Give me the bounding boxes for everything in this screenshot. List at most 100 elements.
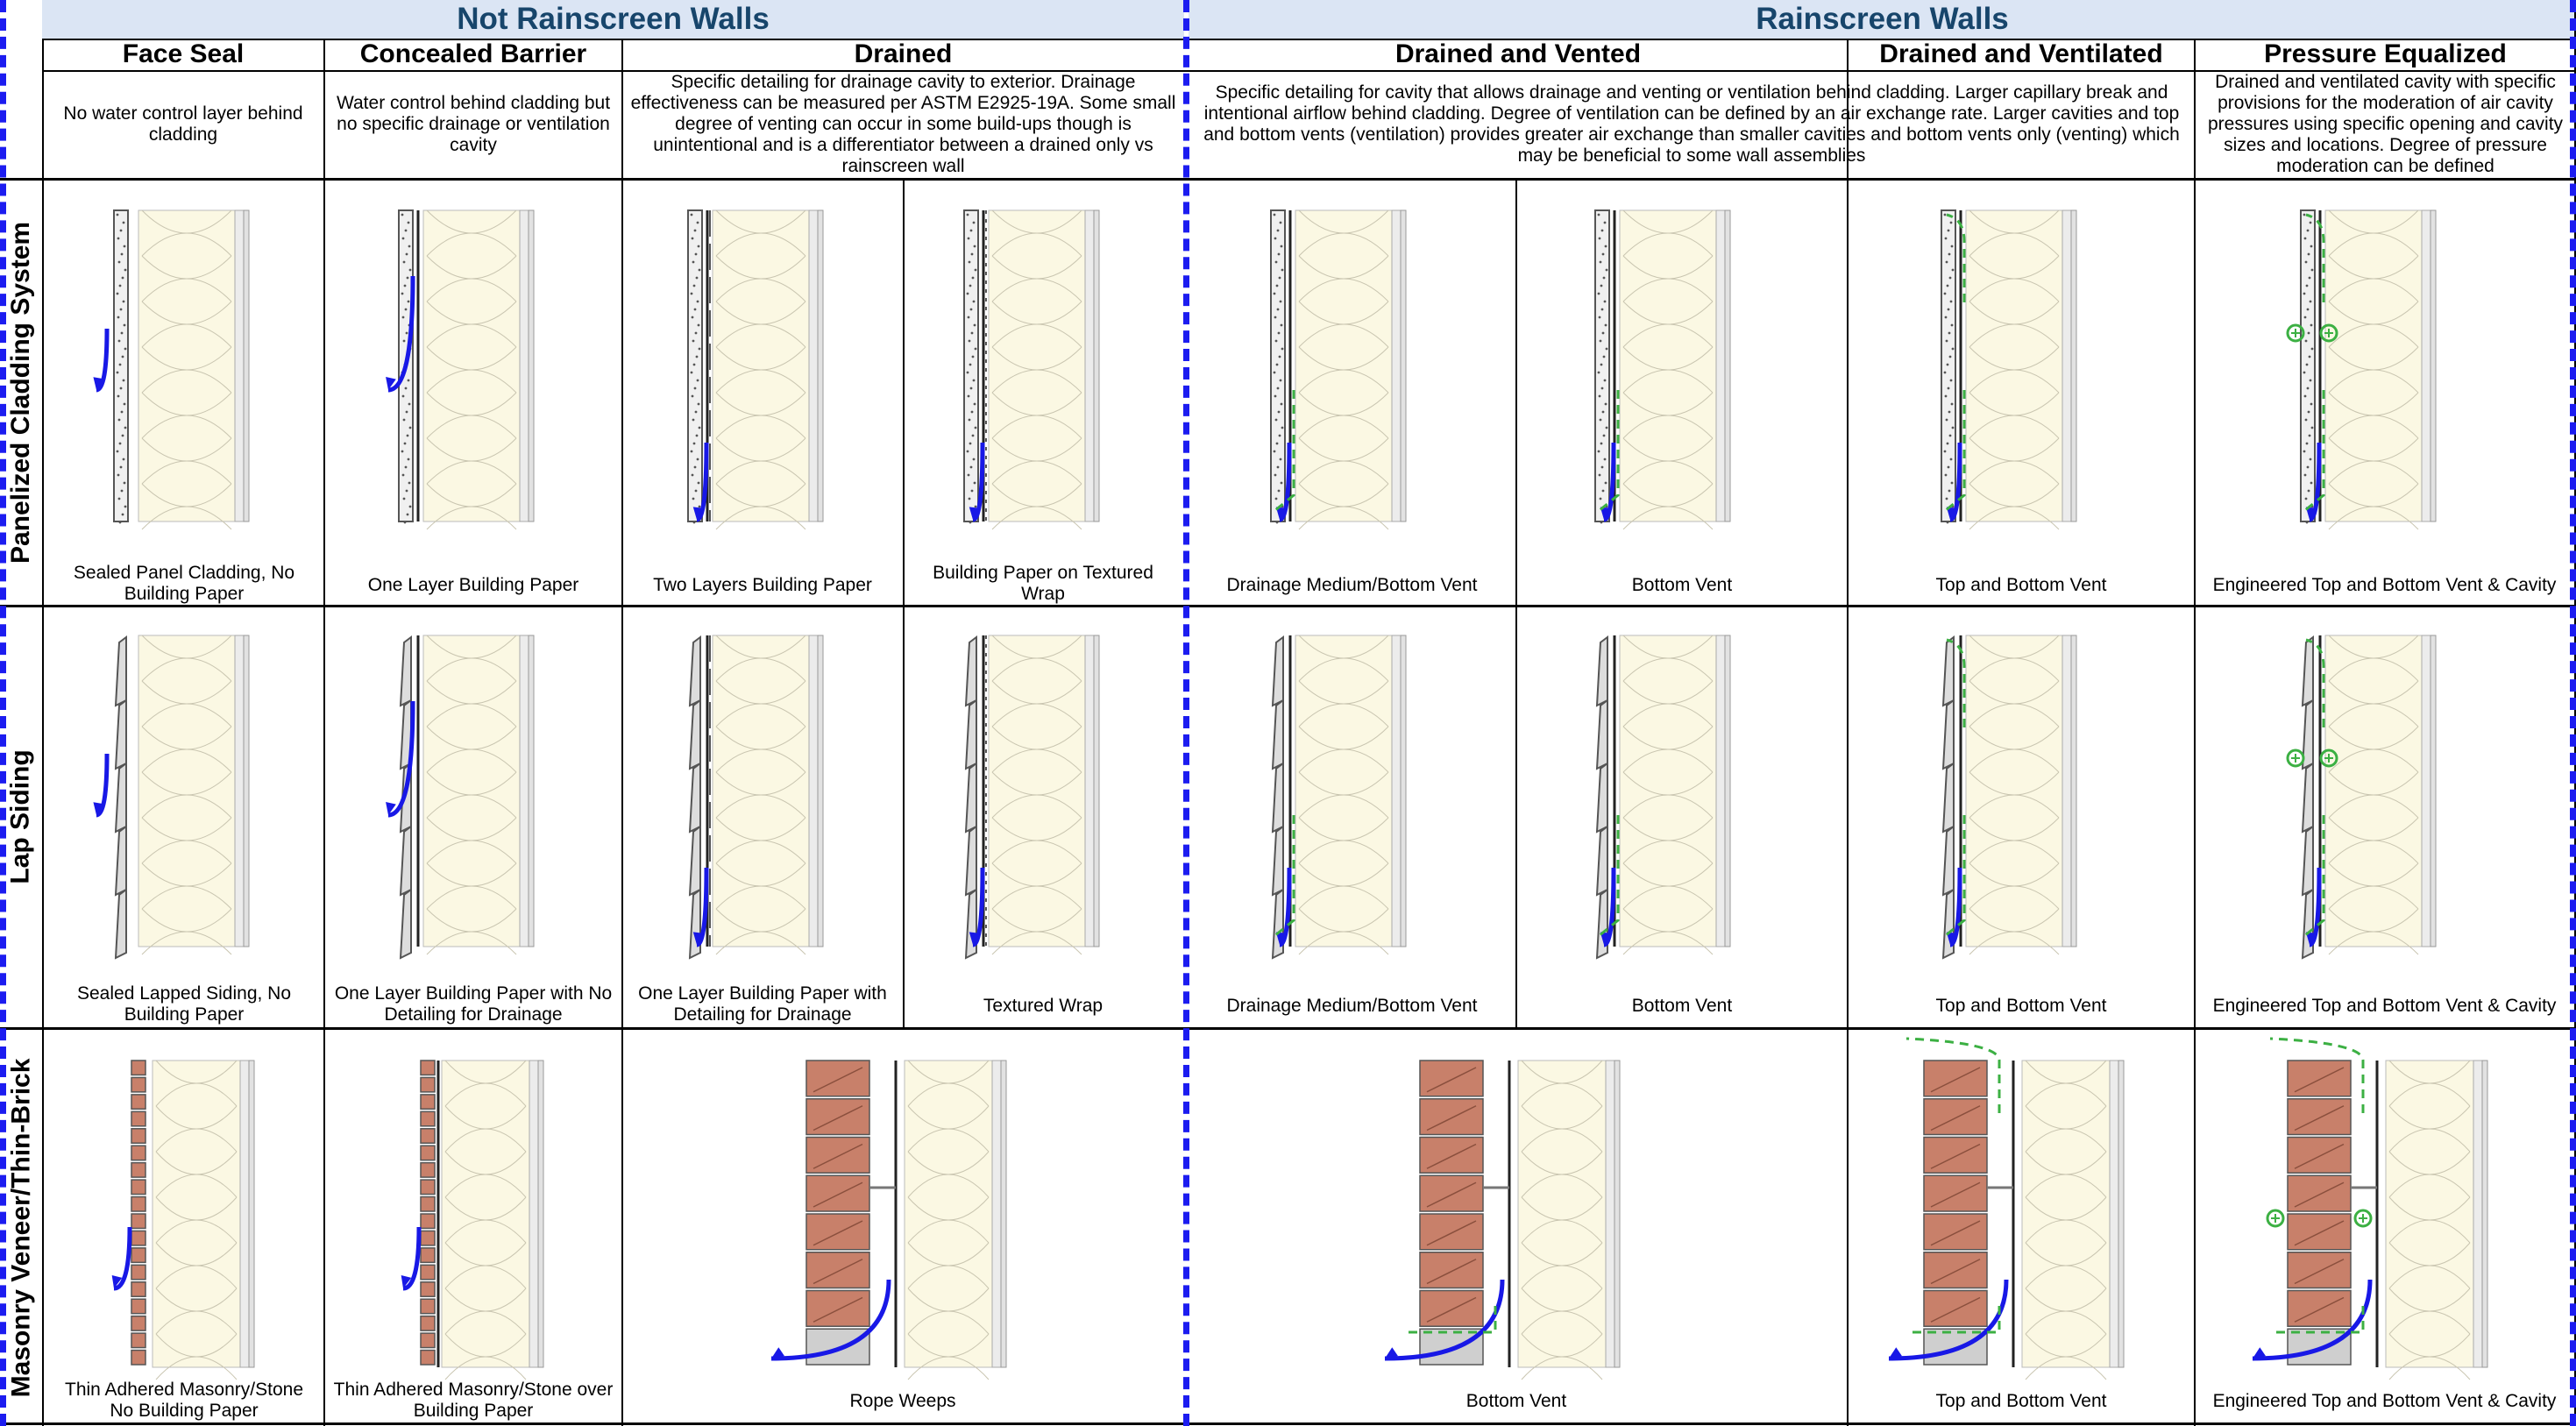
panel-texture	[407, 458, 410, 461]
panel-texture	[1277, 252, 1281, 256]
brick	[2287, 1098, 2352, 1136]
stud	[991, 1060, 1002, 1368]
divider-left	[0, 0, 6, 1426]
insulation-batt	[441, 1060, 530, 1368]
panel-texture	[2306, 387, 2310, 390]
water-arrow	[696, 867, 709, 947]
brick	[131, 1332, 146, 1349]
panel-texture	[694, 252, 698, 256]
panel-texture	[974, 426, 977, 429]
panel-texture	[117, 339, 121, 343]
insulation-pattern	[426, 635, 517, 955]
panel-texture	[971, 434, 975, 437]
insulation-pattern	[715, 635, 806, 955]
drywall	[2070, 209, 2077, 522]
panel-texture	[966, 450, 969, 453]
insulation-pattern	[907, 1060, 990, 1380]
panel-texture	[970, 410, 974, 414]
panel-texture	[696, 221, 699, 224]
brick-hatch	[1930, 1143, 1981, 1169]
brick	[420, 1213, 436, 1230]
brick	[420, 1349, 436, 1366]
brick	[420, 1247, 436, 1264]
caption-masonry-6: Engineered Top and Bottom Vent & Cavity	[2212, 1391, 2557, 1411]
insulation-pattern	[1969, 209, 2060, 530]
caption-lap-8: Engineered Top and Bottom Vent & Cavity	[2212, 996, 2557, 1016]
panel-texture	[969, 465, 973, 469]
panel-texture	[117, 394, 120, 398]
panel-texture	[1274, 394, 1277, 398]
water-arrow-head	[1600, 507, 1611, 520]
water-arrow	[387, 275, 415, 393]
panel-texture	[404, 308, 408, 311]
panel-texture	[1276, 387, 1280, 390]
panel-texture	[968, 339, 971, 343]
cladding-panel	[963, 209, 979, 522]
caption-masonry-2: Thin Adhered Masonry/Stone over Building…	[333, 1380, 614, 1421]
insulation-batt	[1619, 209, 1717, 522]
panel-texture	[969, 284, 972, 287]
air-arrow-bottom	[1906, 1306, 2001, 1334]
panel-texture	[116, 450, 119, 453]
panel-texture	[1275, 521, 1279, 524]
water-arrow	[2309, 867, 2322, 947]
lap-siding-board	[964, 699, 977, 770]
panel-texture	[1278, 434, 1281, 437]
brick	[420, 1281, 436, 1297]
drywall	[528, 209, 535, 522]
stud	[808, 209, 819, 522]
stud	[1605, 1060, 1615, 1368]
insulation-batt	[1517, 1060, 1607, 1368]
panel-texture	[117, 260, 121, 264]
water-arrow	[2309, 442, 2322, 522]
panel-texture	[2309, 300, 2312, 303]
panel-texture	[1603, 300, 1607, 303]
brick	[131, 1179, 146, 1195]
panel-texture	[972, 300, 976, 303]
caption-panel-6: Bottom Vent	[1631, 575, 1733, 595]
air-arrow-top	[2269, 1037, 2365, 1113]
panel-texture	[1281, 426, 1284, 429]
panel-texture	[401, 316, 405, 319]
diagram-lap-4	[964, 635, 1100, 960]
drywall	[1724, 209, 1731, 522]
air-arrow-bottom	[1402, 1306, 1497, 1334]
diagram-lap-7	[1941, 635, 2077, 960]
panel-texture	[1600, 229, 1604, 232]
panel-texture	[122, 379, 125, 382]
water-arrow	[96, 328, 110, 393]
panel-texture	[1951, 268, 1955, 272]
stud	[2473, 1060, 2483, 1368]
panel-texture	[1602, 434, 1606, 437]
brick-hatch	[1426, 1105, 1477, 1132]
lap-siding-board	[2301, 635, 2314, 707]
panel-texture	[693, 308, 697, 311]
panel-texture	[971, 355, 975, 358]
insulation-pattern	[141, 209, 232, 530]
lap-siding-board	[688, 888, 701, 960]
caption-masonry-1: Thin Adhered Masonry/Stone No Building P…	[65, 1380, 303, 1421]
panel-texture	[117, 497, 121, 500]
stud	[1391, 209, 1402, 522]
panel-texture	[120, 410, 124, 414]
panel-texture	[1273, 450, 1276, 453]
panel-texture	[401, 473, 405, 477]
brick	[420, 1128, 436, 1144]
panel-texture	[1280, 323, 1283, 327]
drywall	[537, 1060, 544, 1368]
panel-texture	[692, 339, 695, 343]
panel-texture	[402, 418, 406, 422]
panel-texture	[1951, 347, 1955, 351]
water-arrow-head	[1275, 932, 1287, 945]
panel-texture	[1599, 497, 1602, 500]
panel-texture	[973, 245, 976, 248]
panel-texture	[1275, 363, 1279, 366]
panel-texture	[1274, 418, 1278, 422]
insulation-batt	[712, 209, 810, 522]
drywall	[1400, 209, 1407, 522]
panel-texture	[123, 481, 126, 485]
panel-texture	[2307, 410, 2310, 414]
panel-texture	[117, 316, 120, 319]
panel-texture	[2304, 497, 2308, 500]
stud	[1084, 209, 1095, 522]
